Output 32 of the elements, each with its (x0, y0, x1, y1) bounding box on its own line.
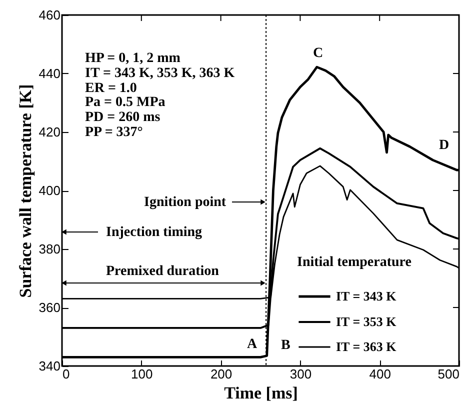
annotation: Premixed duration (106, 264, 220, 279)
annotation: Injection timing (106, 225, 202, 240)
legend-label: IT = 343 K (336, 288, 398, 304)
annotation: PP = 337° (85, 125, 143, 140)
y-tick-label: 400 (38, 183, 60, 198)
legend-label: IT = 353 K (336, 314, 398, 329)
x-tick-label: 500 (438, 366, 460, 382)
annotation: ER = 1.0 (85, 81, 137, 96)
x-tick-label: 200 (210, 366, 232, 382)
y-tick-label: 340 (38, 358, 60, 374)
annotation: PD = 260 ms (85, 110, 161, 125)
annotation: Ignition point (144, 195, 226, 210)
x-tick-label: 0 (62, 366, 70, 382)
x-tick-label: 100 (131, 366, 153, 382)
y-tick-label: 360 (38, 300, 60, 315)
annotation: A (247, 337, 258, 352)
x-tick-label: 400 (369, 366, 391, 382)
y-tick-label: 440 (38, 66, 60, 81)
x-axis-title: Time [ms] (224, 384, 298, 402)
y-tick-label: 420 (38, 124, 60, 140)
legend-title: Initial temperature (297, 255, 412, 270)
annotation: B (281, 338, 290, 353)
x-tick-label: 300 (290, 366, 312, 382)
annotation: HP = 0, 1, 2 mm (85, 51, 181, 66)
y-tick-label: 380 (38, 242, 60, 256)
legend-label: IT = 363 K (336, 339, 398, 354)
y-tick-label: 460 (38, 8, 60, 22)
y-axis-title: Surface wall temperature [K] (16, 84, 35, 298)
annotation: C (313, 46, 324, 61)
annotation: IT = 343 K, 353 K, 363 K (85, 66, 235, 81)
annotation: D (439, 138, 450, 153)
annotation: Pa = 0.5 MPa (85, 95, 166, 110)
